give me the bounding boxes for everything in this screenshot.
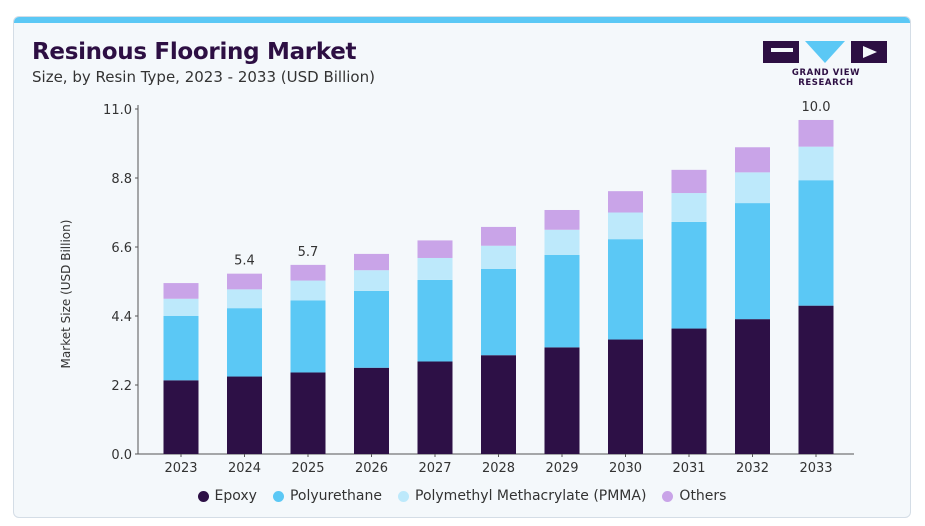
x-tick-label: 2032 — [736, 461, 769, 476]
bar-segment-epoxy-2027 — [417, 361, 453, 454]
y-tick-label: 8.8 — [111, 172, 132, 187]
bar-segment-polyurethane-2029 — [544, 254, 580, 348]
bar-segment-polyurethane-2030 — [608, 239, 643, 340]
bar-segment-polyurethane-2032 — [735, 203, 770, 320]
bar-segment-polyurethane-2033 — [798, 180, 834, 306]
bar-segment-epoxy-2032 — [735, 319, 770, 454]
bar-segment-others-2032 — [735, 147, 770, 173]
bar-segment-others-2024 — [227, 273, 262, 290]
logo-text: GRAND VIEW RESEARCH — [791, 68, 861, 88]
x-tick-label: 2027 — [418, 461, 451, 476]
bar-segment-polyurethane-2024 — [227, 308, 262, 377]
x-tick-label: 2033 — [799, 461, 832, 476]
logo-mark-icon — [763, 41, 887, 63]
y-tick-label: 11.0 — [103, 103, 132, 118]
legend-swatch — [272, 490, 284, 502]
legend-item: Others — [662, 488, 726, 504]
x-tick-label: 2030 — [609, 461, 642, 476]
bar-segment-polyurethane-2026 — [354, 290, 389, 368]
y-tick-label: 0.0 — [111, 448, 132, 463]
bar-segment-polymethyl-2032 — [735, 172, 770, 204]
x-tick-label: 2029 — [545, 461, 578, 476]
bar-segment-others-2029 — [544, 209, 580, 230]
x-tick-label: 2025 — [291, 461, 324, 476]
chart-subtitle: Size, by Resin Type, 2023 - 2033 (USD Bi… — [32, 68, 375, 86]
bar-segment-polymethyl-2027 — [417, 257, 453, 280]
bar-segment-epoxy-2025 — [290, 372, 326, 454]
bar-segment-epoxy-2028 — [481, 355, 516, 454]
legend-label: Polyurethane — [289, 488, 382, 504]
x-tick-label: 2024 — [228, 461, 261, 476]
legend-swatch — [197, 490, 209, 502]
bar-segment-others-2031 — [671, 169, 707, 194]
bar-segment-epoxy-2029 — [544, 347, 580, 454]
bar-segment-polymethyl-2029 — [544, 229, 580, 255]
bar-segment-polyurethane-2027 — [417, 279, 453, 362]
bar-segment-others-2028 — [481, 226, 516, 246]
y-tick-label: 6.6 — [111, 241, 132, 256]
bar-segment-polymethyl-2028 — [481, 245, 516, 269]
x-tick-label: 2026 — [355, 461, 388, 476]
bar-segment-epoxy-2024 — [227, 376, 262, 454]
legend-label: Polymethyl Methacrylate (PMMA) — [415, 488, 647, 504]
data-label: 10.0 — [802, 100, 831, 115]
top-accent-bar — [14, 17, 910, 23]
x-tick-label: 2031 — [672, 461, 705, 476]
x-tick-label: 2028 — [482, 461, 515, 476]
grand-view-research-logo: GRAND VIEW RESEARCH — [763, 41, 889, 101]
bar-segment-epoxy-2026 — [354, 367, 389, 454]
bar-segment-polymethyl-2025 — [290, 280, 326, 301]
bar-segment-epoxy-2033 — [798, 305, 834, 454]
bar-segment-epoxy-2023 — [163, 380, 199, 454]
legend-swatch — [398, 490, 409, 502]
bar-segment-polymethyl-2030 — [608, 212, 643, 240]
bar-segment-polyurethane-2023 — [163, 316, 199, 381]
bar-segment-others-2027 — [417, 240, 453, 258]
y-tick-label: 2.2 — [111, 379, 132, 394]
bar-segment-epoxy-2031 — [671, 328, 707, 454]
bar-segment-others-2026 — [354, 253, 389, 271]
chart-title: Resinous Flooring Market — [32, 39, 357, 65]
legend: Epoxy Polyurethane Polymethyl Methacrylate… — [14, 488, 910, 504]
bar-segment-polyurethane-2028 — [481, 268, 516, 356]
bar-segment-polymethyl-2033 — [798, 146, 834, 181]
bar-chart: 0.0 2.2 4.4 6.6 8.8 11.0 2023 2024 5.4 2025 5.7 202… — [103, 100, 854, 476]
bar-segment-polyurethane-2031 — [671, 221, 707, 329]
x-tick-label: 2023 — [164, 461, 197, 476]
legend-item: Polymethyl Methacrylate (PMMA) — [398, 488, 646, 504]
bar-segment-others-2030 — [608, 191, 643, 213]
bar-segment-polymethyl-2023 — [163, 298, 199, 316]
bar-segment-polyurethane-2025 — [290, 300, 326, 373]
legend-label: Epoxy — [214, 488, 257, 504]
y-tick-label: 4.4 — [111, 310, 132, 325]
data-label: 5.4 — [234, 254, 255, 269]
bar-segment-others-2033 — [798, 119, 834, 147]
bar-segment-epoxy-2030 — [608, 339, 643, 454]
legend-item: Polyurethane — [272, 488, 382, 504]
legend-swatch — [662, 490, 674, 502]
chart-card: Resinous Flooring Market Size, by Resin … — [13, 16, 911, 518]
bar-segment-polymethyl-2026 — [354, 270, 389, 291]
bar-segment-polymethyl-2031 — [671, 193, 707, 222]
legend-item: Epoxy — [197, 488, 257, 504]
bar-segment-others-2023 — [163, 283, 199, 299]
legend-label: Others — [679, 488, 727, 504]
bar-segment-polymethyl-2024 — [227, 289, 262, 309]
bar-segment-others-2025 — [290, 264, 326, 281]
data-label: 5.7 — [298, 245, 319, 260]
